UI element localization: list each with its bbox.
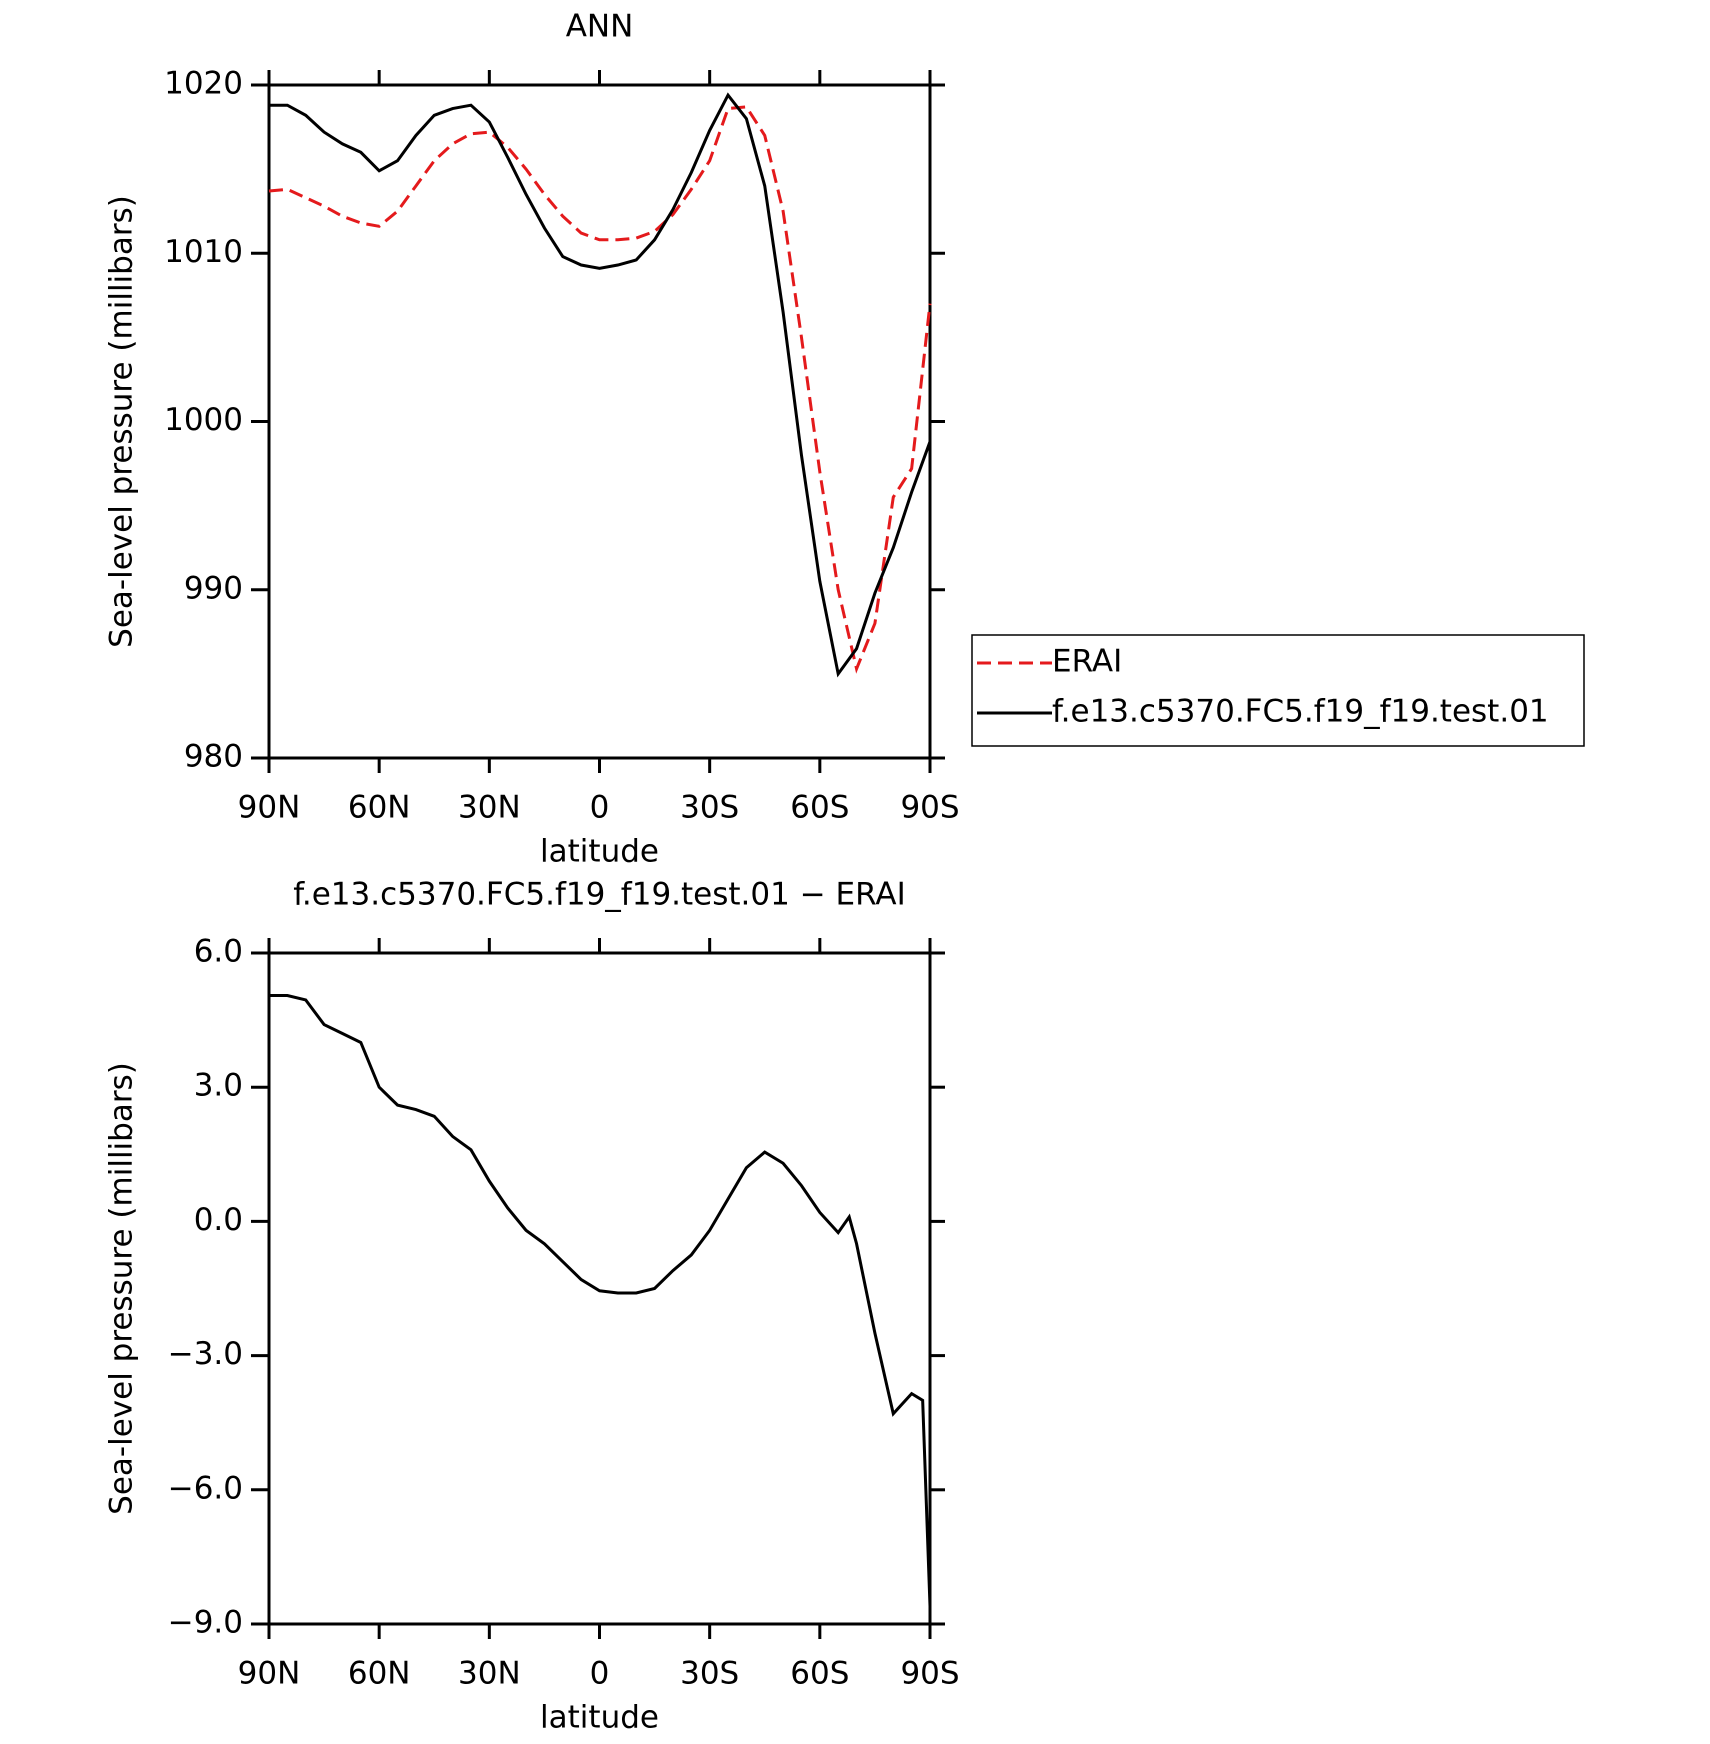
x-tick-label: 60N xyxy=(348,1656,411,1692)
x-tick-label: 60N xyxy=(348,790,411,826)
y-axis-label: Sea-level pressure (millibars) xyxy=(104,1062,140,1515)
plot-frame xyxy=(267,951,932,1626)
y-tick-label: 990 xyxy=(184,570,243,606)
y-tick-label: 1000 xyxy=(164,402,243,438)
x-tick-label: 90N xyxy=(238,1656,301,1692)
x-tick-label: 0 xyxy=(590,1656,610,1692)
y-tick-label: 980 xyxy=(184,739,243,775)
x-tick-label: 60S xyxy=(790,790,849,826)
data-line xyxy=(269,92,932,678)
y-tick-label: 0.0 xyxy=(194,1202,243,1238)
y-axis-label: Sea-level pressure (millibars) xyxy=(104,195,140,648)
x-axis-label: latitude xyxy=(540,834,659,870)
data-line xyxy=(268,105,932,674)
y-tick-label: 1020 xyxy=(164,66,243,102)
chart-title: ANN xyxy=(566,9,634,45)
x-tick-label: 0 xyxy=(590,790,610,826)
x-tick-label: 30S xyxy=(680,790,739,826)
x-axis-label: latitude xyxy=(540,1700,659,1736)
y-tick-label: −6.0 xyxy=(168,1470,243,1506)
data-line xyxy=(269,994,932,1607)
y-tick-label: 1010 xyxy=(164,234,243,270)
x-tick-label: 30N xyxy=(458,790,521,826)
x-tick-label: 30S xyxy=(680,1656,739,1692)
y-tick-label: 3.0 xyxy=(194,1068,243,1104)
legend-box xyxy=(971,634,1585,747)
x-tick-label: 90S xyxy=(900,1656,959,1692)
x-tick-label: 60S xyxy=(790,1656,849,1692)
legend-label: f.e13.c5370.FC5.f19_f19.test.01 xyxy=(1052,694,1549,730)
y-tick-label: −9.0 xyxy=(168,1605,243,1641)
chart-title: f.e13.c5370.FC5.f19_f19.test.01 − ERAI xyxy=(293,877,906,913)
legend-label: ERAI xyxy=(1052,644,1122,680)
x-tick-label: 90N xyxy=(238,790,301,826)
y-tick-label: −3.0 xyxy=(168,1336,243,1372)
x-tick-label: 30N xyxy=(458,1656,521,1692)
plot-frame xyxy=(267,83,932,760)
y-tick-label: 6.0 xyxy=(194,934,243,970)
x-tick-label: 90S xyxy=(900,790,959,826)
